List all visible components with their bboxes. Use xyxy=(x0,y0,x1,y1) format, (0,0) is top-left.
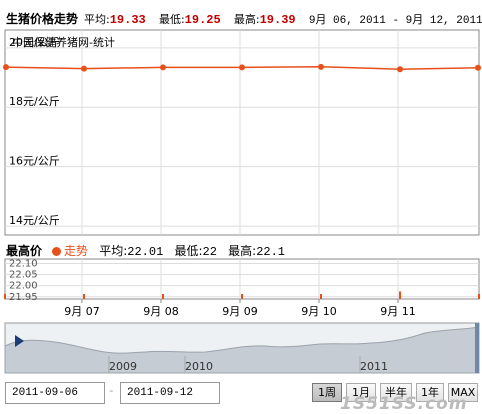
max-value: 19.39 xyxy=(259,13,296,27)
price-chart: 20元/公斤 18元/公斤 16元/公斤 14元/公斤 中国保健养猪网-统计 22.1… xyxy=(3,29,481,374)
secondary-y-tick-label: 22.05 xyxy=(9,270,38,281)
range-button-1y[interactable]: 1年 xyxy=(416,383,444,402)
price-point xyxy=(160,64,166,71)
navigator-selection[interactable] xyxy=(475,323,479,373)
price-series xyxy=(3,63,481,73)
avg-label: 平均: xyxy=(84,13,110,26)
price-point xyxy=(397,66,403,73)
main-y-tick-label: 14元/公斤 xyxy=(9,214,60,227)
legend-label[interactable]: 走势 xyxy=(64,244,89,258)
secondary-title: 最高价 xyxy=(6,244,43,258)
high-price-bar xyxy=(83,294,85,299)
legend-dot xyxy=(52,247,62,256)
high-price-bar xyxy=(4,294,6,299)
x-tick-label: 9月 07 xyxy=(64,305,100,318)
year-label-2010: 2010 xyxy=(185,360,213,373)
x-tick-label: 9月 08 xyxy=(143,305,179,318)
secondary-avg-label: 平均: xyxy=(99,244,128,258)
price-point xyxy=(81,65,87,72)
x-tick-label: 9月 10 xyxy=(301,305,337,318)
x-tick-label: 9月 09 xyxy=(222,305,258,318)
range-button-1m[interactable]: 1月 xyxy=(346,383,376,402)
navigator[interactable]: 2009 2010 2011 xyxy=(4,322,480,374)
max-label: 最高: xyxy=(233,13,260,26)
high-price-bar xyxy=(320,294,322,299)
start-date-input[interactable]: 2011-09-06 xyxy=(5,382,105,404)
range-button-max[interactable]: MAX xyxy=(448,383,478,402)
range-controls: 2011-09-06 - 2011-09-12 1周 1月 半年 1年 MAX xyxy=(0,382,482,406)
year-label-2011: 2011 xyxy=(360,360,388,373)
high-price-bar xyxy=(478,294,480,299)
date-separator: - xyxy=(108,386,115,398)
end-date-input[interactable]: 2011-09-12 xyxy=(120,382,220,404)
main-y-tick-label: 18元/公斤 xyxy=(9,95,60,108)
price-point xyxy=(318,63,324,70)
main-y-tick-label: 16元/公斤 xyxy=(9,155,60,168)
secondary-y-tick-label: 22.00 xyxy=(9,281,38,292)
secondary-max-label: 最高: xyxy=(228,244,257,258)
main-plot-frame xyxy=(4,29,480,236)
x-axis: 9月 07 9月 08 9月 09 9月 10 9月 11 xyxy=(64,299,416,318)
date-range: 9月 06, 2011 - 9月 12, 2011 xyxy=(308,15,482,27)
avg-value: 19.33 xyxy=(109,13,146,27)
main-y-axis: 20元/公斤 18元/公斤 16元/公斤 14元/公斤 xyxy=(9,36,60,227)
secondary-min-label: 最低: xyxy=(174,244,203,258)
price-point xyxy=(475,64,481,71)
high-price-bars xyxy=(4,291,480,299)
x-tick-label: 9月 11 xyxy=(380,305,416,318)
chart-subtitle: 中国保健养猪网-统计 xyxy=(12,35,115,49)
chart-header: 生猪价格走势 平均:19.33 最低:19.25 最高:19.39 9月 06, … xyxy=(6,10,482,27)
chart-title: 生猪价格走势 xyxy=(6,12,79,26)
high-price-bar xyxy=(399,291,401,299)
secondary-min-value: 22 xyxy=(202,245,217,259)
secondary-max-value: 22.1 xyxy=(256,245,286,259)
main-grid xyxy=(5,30,479,235)
high-price-bar xyxy=(241,294,243,299)
secondary-y-tick-label: 21.95 xyxy=(9,292,38,303)
secondary-plot-frame xyxy=(4,258,480,300)
secondary-avg-value: 22.01 xyxy=(127,245,164,259)
price-point xyxy=(3,64,9,71)
secondary-stats: 最高价 走势 平均:22.01 最低:22 最高:22.1 xyxy=(6,242,285,259)
watermark: 1S51SS.com xyxy=(340,394,468,414)
high-price-bar xyxy=(162,294,164,299)
main-y-tick-label: 20元/公斤 xyxy=(9,36,60,49)
range-button-1w[interactable]: 1周 xyxy=(312,383,342,402)
min-value: 19.25 xyxy=(184,13,221,27)
min-label: 最低: xyxy=(158,13,185,26)
secondary-y-tick-label: 22.10 xyxy=(9,258,38,269)
navigator-play-icon[interactable] xyxy=(15,335,24,347)
range-button-6m[interactable]: 半年 xyxy=(380,383,412,402)
year-label-2009: 2009 xyxy=(109,360,137,373)
price-point xyxy=(239,64,245,71)
